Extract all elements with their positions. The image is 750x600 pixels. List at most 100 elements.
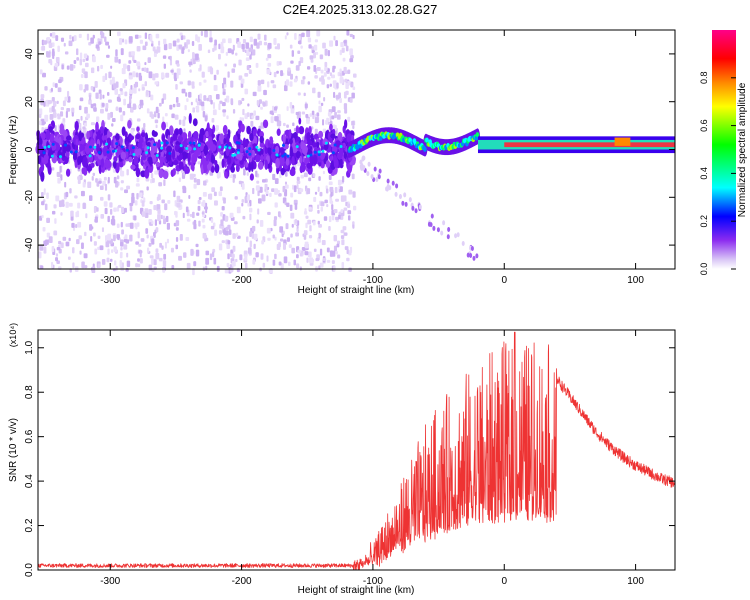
noise-speck [135,72,139,78]
noise-speck [145,228,149,234]
noise-speck [329,198,333,204]
noise-speck [173,190,176,198]
noise-speck [335,250,338,255]
noise-speck [216,69,219,75]
noise-speck [202,224,206,229]
noise-speck [346,257,350,262]
noise-speck [61,64,64,70]
noise-speck [175,236,179,242]
noise-speck [191,81,195,86]
band-highlight [255,145,259,149]
band-highlight [97,151,101,155]
band-blob [244,140,249,148]
noise-speck [319,248,323,256]
noise-speck [188,61,193,66]
band-blob [65,149,70,158]
noise-speck [43,100,46,107]
band-blob [319,152,326,158]
noise-speck [64,96,69,102]
noise-speck [273,216,278,221]
noise-speck [59,165,62,173]
noise-speck [336,240,341,245]
band-blob [136,126,140,132]
noise-speck [39,120,42,126]
band-blob [144,168,150,179]
band-highlight [132,152,136,156]
snr-y-label: SNR (10 * v/v) [8,418,19,482]
noise-speck [136,193,139,200]
noise-speck [191,85,195,89]
noise-speck [51,167,55,171]
noise-speck [202,199,206,207]
noise-speck [255,115,260,121]
noise-speck [323,216,328,221]
noise-speck [214,229,218,236]
band-blob [59,127,65,135]
noise-speck [55,35,59,42]
noise-speck [255,252,259,258]
noise-speck [211,118,215,123]
noise-speck [46,51,49,58]
noise-speck [129,234,133,242]
noise-speck [145,90,149,96]
band-blob [171,148,176,160]
noise-speck [221,101,226,107]
noise-speck [347,203,351,209]
band-highlight [168,151,172,155]
noise-speck [143,123,146,128]
noise-speck [127,65,131,72]
noise-speck [55,56,60,63]
band-blob [161,121,166,131]
noise-speck [124,207,127,213]
noise-speck [223,197,226,204]
noise-speck [279,226,284,233]
tail-speck [430,213,434,219]
noise-speck [162,260,167,268]
noise-speck [262,262,266,268]
noise-speck [304,241,309,249]
band-highlight [165,141,169,145]
band-blob [226,164,231,172]
band-blob [299,155,303,164]
band-blob [65,168,71,177]
noise-speck [337,110,341,114]
noise-speck [99,185,104,190]
noise-speck [266,227,271,234]
noise-speck [84,106,88,114]
noise-speck [152,46,156,52]
band-blob [330,133,336,139]
noise-speck [78,33,82,39]
noise-speck [253,243,256,249]
band-highlight [69,150,73,154]
noise-speck [175,227,179,231]
noise-speck [70,210,74,217]
noise-speck [325,185,328,190]
noise-speck [277,43,280,50]
tail-speck [442,220,446,226]
noise-speck [43,188,46,196]
band-blob [306,162,313,169]
noise-speck [351,120,355,126]
noise-speck [193,183,197,189]
noise-speck [110,258,113,262]
noise-speck [118,38,123,45]
noise-speck [247,247,252,254]
noise-speck [266,69,271,75]
noise-speck [289,44,293,49]
noise-speck [219,186,223,192]
noise-speck [115,49,118,57]
noise-speck [128,60,132,64]
noise-speck [216,171,221,178]
noise-speck [238,43,242,48]
noise-speck [324,66,328,72]
noise-speck [64,181,67,188]
noise-speck [288,244,292,248]
noise-speck [47,100,51,105]
noise-speck [199,64,202,71]
band-highlight [324,141,328,145]
noise-speck [171,264,175,269]
x-tick-label: -300 [100,275,120,286]
noise-speck [316,112,320,117]
noise-speck [169,55,172,61]
band-highlight [281,143,285,147]
